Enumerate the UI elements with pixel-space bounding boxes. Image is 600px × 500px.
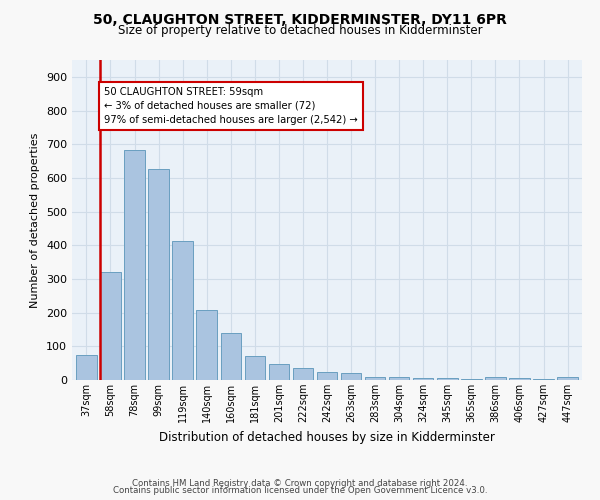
Text: Contains public sector information licensed under the Open Government Licence v3: Contains public sector information licen… [113,486,487,495]
Text: Contains HM Land Registry data © Crown copyright and database right 2024.: Contains HM Land Registry data © Crown c… [132,478,468,488]
Text: 50 CLAUGHTON STREET: 59sqm
← 3% of detached houses are smaller (72)
97% of semi-: 50 CLAUGHTON STREET: 59sqm ← 3% of detac… [104,87,358,125]
Bar [124,150,145,380]
Bar [293,368,313,380]
Bar [509,378,530,380]
Bar [533,379,554,380]
Bar [437,378,458,380]
Y-axis label: Number of detached properties: Number of detached properties [31,132,40,308]
Bar [317,372,337,380]
Bar [100,272,121,380]
Bar [172,241,193,380]
Bar [557,378,578,380]
Text: Size of property relative to detached houses in Kidderminster: Size of property relative to detached ho… [118,24,482,37]
Bar [76,354,97,380]
Bar [341,374,361,380]
Bar [245,356,265,380]
Bar [461,379,482,380]
X-axis label: Distribution of detached houses by size in Kidderminster: Distribution of detached houses by size … [159,430,495,444]
Bar [365,376,385,380]
Bar [196,310,217,380]
Bar [148,170,169,380]
Bar [413,378,433,380]
Bar [389,376,409,380]
Text: 50, CLAUGHTON STREET, KIDDERMINSTER, DY11 6PR: 50, CLAUGHTON STREET, KIDDERMINSTER, DY1… [93,12,507,26]
Bar [221,333,241,380]
Bar [485,378,506,380]
Bar [269,364,289,380]
